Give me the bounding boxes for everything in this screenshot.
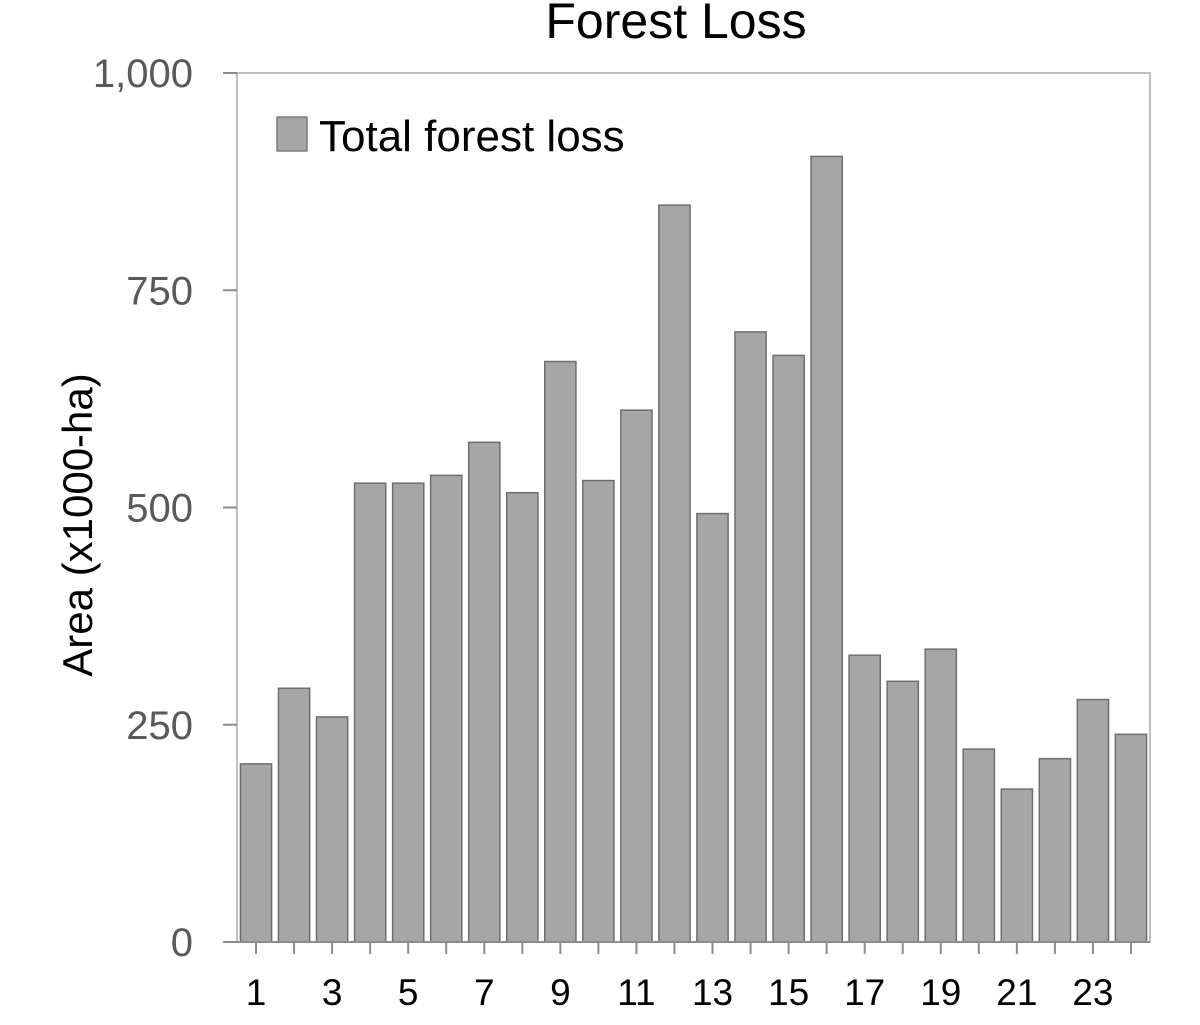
bar-10 [582, 479, 615, 943]
x-tick-label: 11 [617, 972, 655, 1013]
bar-4 [353, 482, 387, 943]
bar-12 [658, 204, 691, 943]
x-tick-label: 23 [1072, 972, 1113, 1013]
bar-13 [696, 512, 729, 943]
bar-1 [239, 763, 273, 943]
bar-23 [1076, 698, 1110, 943]
bar-6 [429, 474, 463, 943]
y-tick-label: 750 [126, 269, 193, 313]
x-ticks-group: 1 3 5 7 9 11 13 15 17 19 21 23 [246, 942, 1132, 1013]
bar-22 [1038, 757, 1072, 943]
chart-title: Forest Loss [545, 0, 806, 49]
x-tick-label: 17 [844, 972, 885, 1013]
legend-label: Total forest loss [319, 112, 625, 161]
bar-17 [848, 654, 882, 943]
bar-5 [391, 482, 425, 943]
y-tick-label: 250 [126, 704, 193, 748]
bars-group [239, 155, 1148, 943]
x-tick-label: 7 [474, 972, 495, 1013]
bar-8 [505, 491, 539, 943]
bar-15 [772, 354, 805, 943]
y-ticks-group: 0 250 500 750 1,000 [93, 52, 237, 965]
bar-11 [620, 409, 653, 943]
y-tick-label: 500 [126, 487, 193, 531]
legend: Total forest loss [276, 112, 625, 161]
bar-14 [734, 331, 767, 943]
bar-24 [1114, 733, 1148, 943]
x-tick-label: 9 [550, 972, 571, 1013]
x-tick-label: 15 [768, 972, 809, 1013]
bar-2 [277, 687, 311, 943]
x-tick-label: 13 [692, 972, 733, 1013]
x-tick-label: 19 [920, 972, 961, 1013]
y-tick-label: 0 [171, 921, 193, 965]
y-axis-label: Area (x1000-ha) [54, 373, 101, 677]
bar-7 [467, 441, 501, 943]
x-tick-label: 5 [398, 972, 419, 1013]
x-tick-label: 1 [246, 972, 267, 1013]
bar-16 [810, 155, 843, 943]
bar-9 [544, 360, 577, 943]
x-tick-label: 21 [996, 972, 1037, 1013]
x-tick-label: 3 [322, 972, 343, 1013]
bar-18 [886, 680, 920, 943]
bar-20 [962, 748, 996, 943]
bar-3 [315, 716, 349, 943]
bar-19 [924, 648, 958, 943]
y-tick-label: 1,000 [93, 52, 193, 96]
bar-21 [1000, 788, 1034, 943]
legend-swatch [276, 116, 308, 152]
